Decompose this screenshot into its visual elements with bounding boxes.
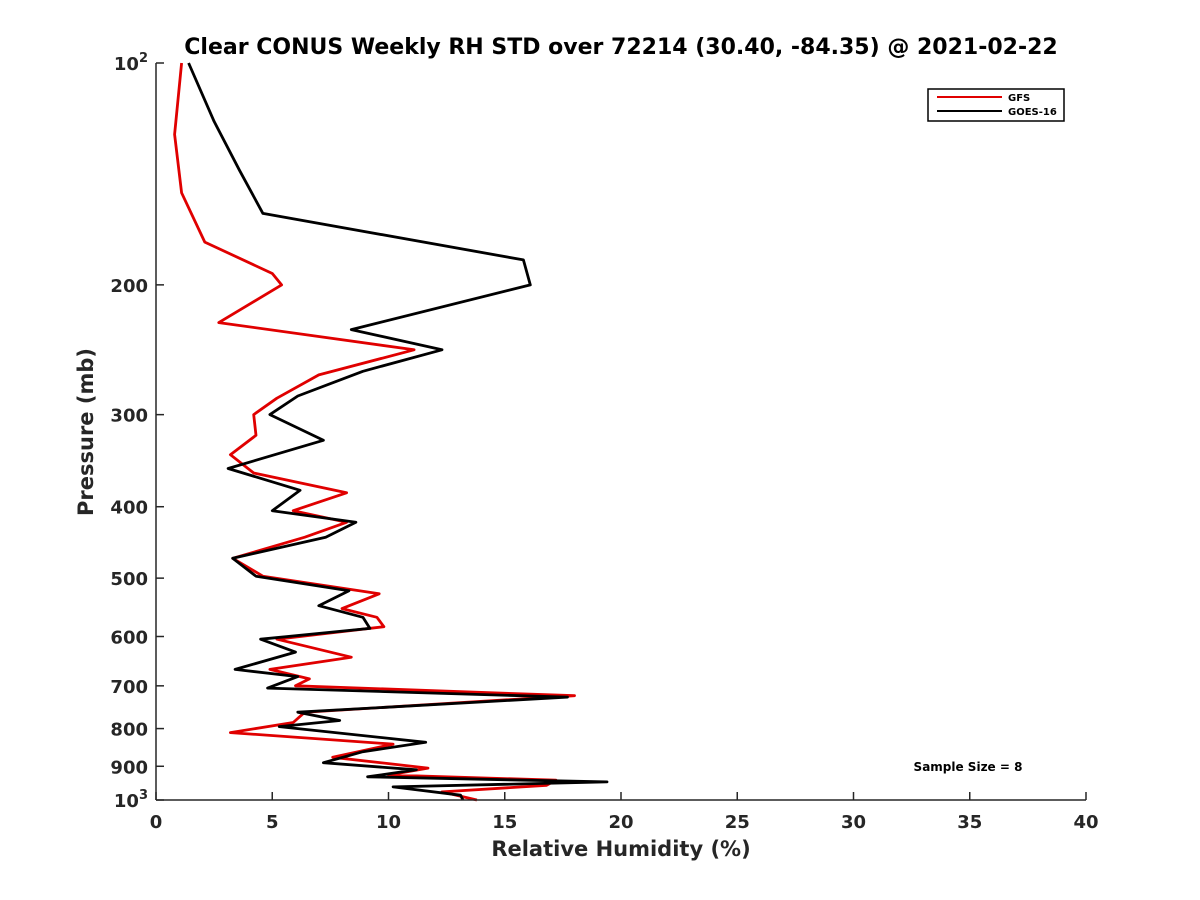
legend-label-goes16: GOES-16 [1008, 107, 1057, 118]
x-axis-ticks: 0 5 10 15 20 25 30 35 40 [150, 792, 1099, 833]
series-layer [173, 62, 609, 802]
y-tick-label: 500 [110, 569, 148, 590]
x-tick-label: 20 [608, 812, 633, 833]
y-axis-ticks: 102 200 300 400 500 600 700 800 900 103 [110, 51, 164, 812]
y-tick-label: 102 [114, 51, 148, 75]
y-tick-label: 900 [110, 757, 148, 778]
series-line-goes16 [187, 62, 609, 801]
legend: GFS GOES-16 [927, 88, 1065, 122]
x-axis-label: Relative Humidity (%) [491, 837, 750, 861]
sample-size-annotation: Sample Size = 8 [914, 760, 1023, 774]
y-tick-label: 103 [114, 788, 148, 812]
y-tick-label: 800 [110, 720, 148, 741]
x-tick-label: 40 [1073, 812, 1098, 833]
y-tick-label: 400 [110, 498, 148, 519]
legend-box [927, 88, 1065, 122]
chart-title: Clear CONUS Weekly RH STD over 72214 (30… [184, 35, 1057, 60]
y-axis-label: Pressure (mb) [74, 348, 98, 516]
legend-label-gfs: GFS [1008, 93, 1030, 104]
x-tick-label: 0 [150, 812, 163, 833]
y-tick-label: 600 [110, 627, 148, 648]
x-tick-label: 15 [492, 812, 517, 833]
x-tick-label: 35 [957, 812, 982, 833]
series-line-gfs [173, 62, 576, 802]
y-tick-label: 700 [110, 677, 148, 698]
x-tick-label: 10 [376, 812, 401, 833]
x-tick-label: 5 [266, 812, 279, 833]
x-tick-label: 30 [841, 812, 866, 833]
y-tick-label: 300 [110, 406, 148, 427]
x-tick-label: 25 [725, 812, 750, 833]
y-tick-label: 200 [110, 276, 148, 297]
plot-area [156, 63, 1086, 800]
